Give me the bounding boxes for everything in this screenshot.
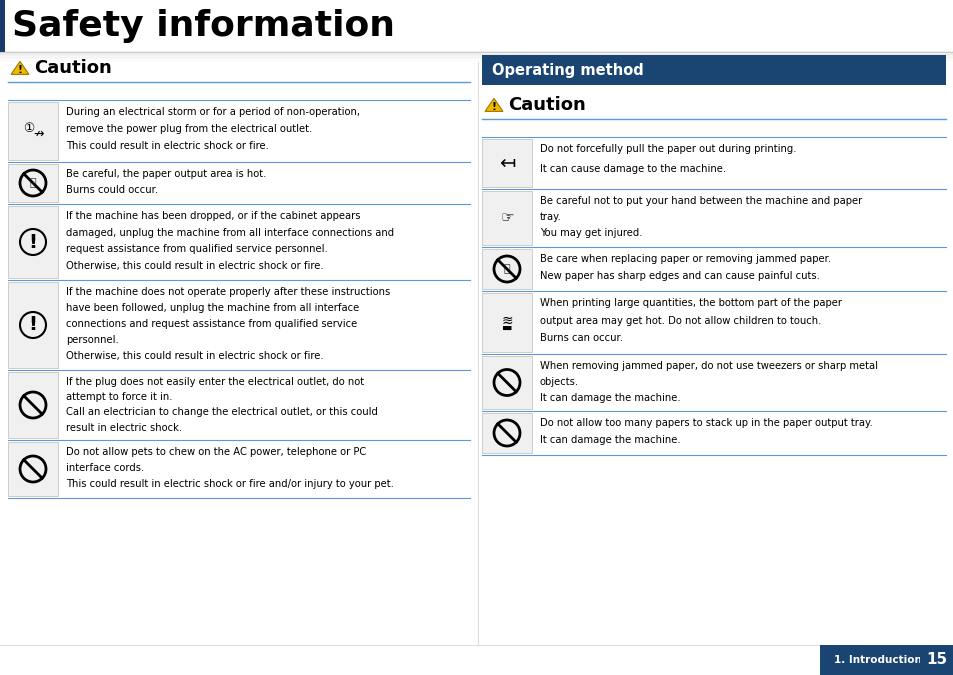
Text: damaged, unplug the machine from all interface connections and: damaged, unplug the machine from all int… bbox=[66, 227, 394, 238]
FancyBboxPatch shape bbox=[8, 164, 58, 202]
Text: request assistance from qualified service personnel.: request assistance from qualified servic… bbox=[66, 244, 328, 254]
Text: result in electric shock.: result in electric shock. bbox=[66, 423, 182, 433]
Text: output area may get hot. Do not allow children to touch.: output area may get hot. Do not allow ch… bbox=[539, 315, 821, 325]
FancyBboxPatch shape bbox=[919, 645, 953, 675]
FancyBboxPatch shape bbox=[8, 372, 58, 438]
Text: connections and request assistance from qualified service: connections and request assistance from … bbox=[66, 319, 356, 329]
Text: It can cause damage to the machine.: It can cause damage to the machine. bbox=[539, 164, 725, 174]
Text: ↛: ↛ bbox=[33, 128, 44, 140]
FancyBboxPatch shape bbox=[481, 249, 532, 289]
Text: attempt to force it in.: attempt to force it in. bbox=[66, 392, 172, 402]
Text: You may get injured.: You may get injured. bbox=[539, 228, 641, 238]
FancyBboxPatch shape bbox=[481, 293, 532, 352]
Text: Be care when replacing paper or removing jammed paper.: Be care when replacing paper or removing… bbox=[539, 254, 830, 264]
FancyBboxPatch shape bbox=[8, 442, 58, 496]
Text: This could result in electric shock or fire and/or injury to your pet.: This could result in electric shock or f… bbox=[66, 479, 394, 489]
Text: Be careful not to put your hand between the machine and paper: Be careful not to put your hand between … bbox=[539, 196, 862, 206]
FancyBboxPatch shape bbox=[8, 102, 58, 160]
Text: Call an electrician to change the electrical outlet, or this could: Call an electrician to change the electr… bbox=[66, 408, 377, 417]
Text: Do not forcefully pull the paper out during printing.: Do not forcefully pull the paper out dur… bbox=[539, 144, 796, 154]
Text: personnel.: personnel. bbox=[66, 335, 118, 345]
Text: ✋: ✋ bbox=[30, 178, 36, 188]
FancyBboxPatch shape bbox=[8, 282, 58, 368]
FancyBboxPatch shape bbox=[481, 191, 532, 245]
Text: Be careful, the paper output area is hot.: Be careful, the paper output area is hot… bbox=[66, 169, 266, 179]
Text: objects.: objects. bbox=[539, 377, 578, 387]
Text: When removing jammed paper, do not use tweezers or sharp metal: When removing jammed paper, do not use t… bbox=[539, 361, 877, 371]
Text: ✋: ✋ bbox=[503, 264, 510, 274]
Text: ☞: ☞ bbox=[499, 211, 514, 225]
Text: ≋: ≋ bbox=[500, 313, 513, 327]
Text: Otherwise, this could result in electric shock or fire.: Otherwise, this could result in electric… bbox=[66, 261, 323, 271]
Text: Otherwise, this could result in electric shock or fire.: Otherwise, this could result in electric… bbox=[66, 351, 323, 361]
Text: Burns could occur.: Burns could occur. bbox=[66, 185, 158, 195]
Text: Operating method: Operating method bbox=[492, 63, 643, 78]
Text: interface cords.: interface cords. bbox=[66, 463, 144, 473]
Text: 15: 15 bbox=[925, 653, 946, 668]
Polygon shape bbox=[11, 61, 29, 74]
Text: remove the power plug from the electrical outlet.: remove the power plug from the electrica… bbox=[66, 124, 312, 134]
FancyBboxPatch shape bbox=[8, 206, 58, 278]
FancyBboxPatch shape bbox=[0, 0, 5, 52]
Text: !: ! bbox=[29, 315, 37, 335]
Text: If the machine has been dropped, or if the cabinet appears: If the machine has been dropped, or if t… bbox=[66, 211, 360, 221]
Text: !: ! bbox=[29, 232, 37, 252]
Text: New paper has sharp edges and can cause painful cuts.: New paper has sharp edges and can cause … bbox=[539, 271, 819, 281]
FancyBboxPatch shape bbox=[481, 356, 532, 409]
Text: Do not allow too many papers to stack up in the paper output tray.: Do not allow too many papers to stack up… bbox=[539, 418, 872, 428]
Text: Caution: Caution bbox=[34, 59, 112, 77]
FancyBboxPatch shape bbox=[481, 55, 945, 85]
Text: Do not allow pets to chew on the AC power, telephone or PC: Do not allow pets to chew on the AC powe… bbox=[66, 447, 366, 457]
Text: 1. Introduction: 1. Introduction bbox=[833, 655, 921, 665]
Text: have been followed, unplug the machine from all interface: have been followed, unplug the machine f… bbox=[66, 303, 359, 313]
Text: This could result in electric shock or fire.: This could result in electric shock or f… bbox=[66, 142, 269, 151]
Text: If the plug does not easily enter the electrical outlet, do not: If the plug does not easily enter the el… bbox=[66, 377, 364, 387]
FancyBboxPatch shape bbox=[481, 139, 532, 187]
Text: ↤: ↤ bbox=[498, 153, 515, 173]
Text: Caution: Caution bbox=[507, 96, 585, 114]
Text: !: ! bbox=[491, 102, 496, 112]
Text: ①: ① bbox=[24, 122, 34, 136]
Text: During an electrical storm or for a period of non-operation,: During an electrical storm or for a peri… bbox=[66, 107, 359, 117]
Text: When printing large quantities, the bottom part of the paper: When printing large quantities, the bott… bbox=[539, 298, 841, 308]
Text: !: ! bbox=[17, 65, 23, 75]
Text: If the machine does not operate properly after these instructions: If the machine does not operate properly… bbox=[66, 287, 390, 297]
Text: Safety information: Safety information bbox=[12, 9, 395, 43]
Text: Burns can occur.: Burns can occur. bbox=[539, 333, 622, 343]
Text: It can damage the machine.: It can damage the machine. bbox=[539, 393, 679, 403]
Text: It can damage the machine.: It can damage the machine. bbox=[539, 435, 679, 445]
FancyBboxPatch shape bbox=[481, 413, 532, 453]
Text: tray.: tray. bbox=[539, 212, 561, 222]
Text: ▬: ▬ bbox=[501, 323, 512, 333]
Polygon shape bbox=[484, 99, 502, 111]
FancyBboxPatch shape bbox=[820, 645, 953, 675]
